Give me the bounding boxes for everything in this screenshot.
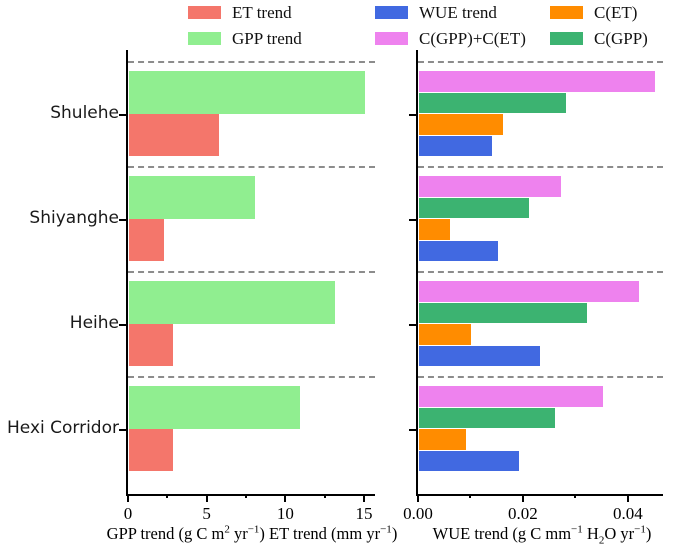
legend-swatch	[375, 6, 408, 19]
y-axis-spine	[416, 50, 418, 496]
bar-c-gpp-c-et-	[419, 71, 655, 92]
group-separator-line	[128, 61, 375, 63]
bar-wue-trend	[419, 135, 492, 156]
bar-wue-trend	[419, 450, 519, 471]
x-axis-tick-label: 10	[276, 504, 294, 523]
bar-wue-trend	[419, 240, 498, 261]
x-axis-minor-tick	[323, 494, 326, 498]
x-axis-major-tick	[284, 494, 287, 502]
bar-c-et-	[419, 114, 503, 135]
x-axis-tick-label: 0	[123, 504, 133, 523]
bar-et-trend	[129, 113, 219, 156]
group-separator-line	[128, 376, 375, 378]
group-separator-line	[418, 271, 663, 273]
category-label-heihe: Heihe	[69, 313, 119, 333]
bar-gpp-trend	[129, 386, 300, 429]
bar-c-gpp-	[419, 92, 566, 113]
group-separator-line	[418, 166, 663, 168]
bar-c-gpp-	[419, 302, 587, 323]
group-separator-line	[418, 61, 663, 63]
group-separator-line	[128, 166, 375, 168]
x-axis-label-left-panel: GPP trend (g C m2 yr−1) ET trend (mm yr−…	[106, 523, 398, 543]
bar-c-et-	[419, 219, 450, 240]
bar-c-et-	[419, 324, 471, 345]
bar-et-trend	[129, 323, 173, 366]
y-axis-tick	[119, 113, 127, 116]
y-axis-tick	[119, 218, 127, 221]
x-axis-major-tick	[417, 494, 419, 502]
bar-c-gpp-	[419, 197, 529, 218]
legend-swatch	[375, 32, 408, 45]
y-axis-tick	[409, 428, 417, 431]
bar-c-gpp-c-et-	[419, 281, 639, 302]
legend-label: C(GPP)+C(ET)	[419, 29, 526, 48]
group-separator-line	[418, 376, 663, 378]
x-axis-label-right-panel: WUE trend (g C mm−1 H2O yr−1)	[432, 523, 652, 547]
bar-et-trend	[129, 428, 173, 471]
legend-swatch	[188, 6, 221, 19]
x-axis-tick-label: 0.04	[612, 504, 643, 523]
x-axis-major-tick	[205, 494, 208, 502]
bar-gpp-trend	[129, 176, 255, 219]
bar-c-gpp-c-et-	[419, 176, 561, 197]
bar-c-gpp-	[419, 407, 555, 428]
y-axis-tick	[409, 113, 417, 116]
legend-label: GPP trend	[232, 29, 302, 48]
x-axis-minor-tick	[166, 494, 169, 498]
x-axis-spine	[416, 494, 663, 496]
category-label-shiyanghe: Shiyanghe	[29, 208, 119, 228]
bar-et-trend	[129, 218, 164, 261]
y-axis-tick	[409, 323, 417, 326]
legend-label: ET trend	[232, 3, 292, 22]
x-axis-tick-label: 15	[355, 504, 373, 523]
x-axis-tick-label: 0.00	[403, 504, 433, 523]
legend-swatch	[188, 32, 221, 45]
y-axis-spine	[126, 50, 128, 496]
category-label-hexi-corridor: Hexi Corridor	[7, 418, 119, 438]
legend-label: C(ET)	[594, 3, 638, 22]
x-axis-major-tick	[521, 494, 524, 502]
x-axis-tick-label: 0.02	[508, 504, 538, 523]
x-axis-tick-label: 5	[202, 504, 211, 523]
category-label-shulehe: Shulehe	[50, 103, 119, 123]
legend-swatch	[550, 6, 583, 19]
legend-swatch	[550, 32, 583, 45]
y-axis-tick	[119, 428, 127, 431]
x-axis-major-tick	[626, 494, 629, 502]
y-axis-tick	[119, 323, 127, 326]
x-axis-minor-tick	[244, 494, 247, 498]
y-axis-tick	[409, 218, 417, 221]
legend-label: C(GPP)	[594, 29, 648, 48]
bar-gpp-trend	[129, 71, 365, 114]
legend-label: WUE trend	[419, 3, 497, 22]
bar-c-gpp-c-et-	[419, 386, 603, 407]
bar-gpp-trend	[129, 281, 335, 324]
x-axis-major-tick	[127, 494, 129, 502]
bar-c-et-	[419, 429, 466, 450]
x-axis-spine	[126, 494, 375, 496]
x-axis-major-tick	[362, 494, 365, 502]
x-axis-minor-tick	[469, 494, 472, 498]
x-axis-minor-tick	[574, 494, 577, 498]
bar-wue-trend	[419, 345, 540, 366]
group-separator-line	[128, 271, 375, 273]
